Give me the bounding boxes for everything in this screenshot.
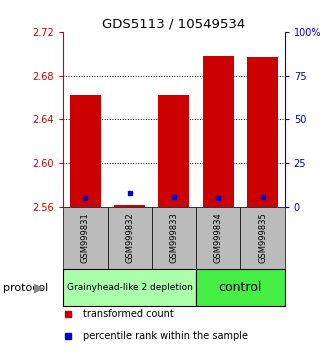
Text: protocol: protocol	[3, 282, 49, 293]
Text: GSM999835: GSM999835	[258, 212, 267, 263]
Bar	[152, 206, 196, 269]
Text: control: control	[219, 281, 262, 294]
Text: GSM999832: GSM999832	[125, 212, 134, 263]
Bar	[70, 95, 101, 206]
Title: GDS5113 / 10549534: GDS5113 / 10549534	[102, 18, 246, 31]
Text: transformed count: transformed count	[83, 309, 174, 319]
Bar	[159, 95, 189, 206]
Text: GSM999833: GSM999833	[169, 212, 178, 263]
Text: Grainyhead-like 2 depletion: Grainyhead-like 2 depletion	[67, 283, 193, 292]
Text: GSM999831: GSM999831	[81, 212, 90, 263]
Text: percentile rank within the sample: percentile rank within the sample	[83, 331, 248, 341]
Bar	[196, 206, 240, 269]
Bar	[247, 57, 278, 206]
Text: GSM999834: GSM999834	[214, 212, 223, 263]
Bar	[203, 56, 234, 206]
Bar	[240, 206, 285, 269]
Bar	[196, 269, 285, 306]
Bar	[114, 205, 145, 206]
Bar	[63, 269, 196, 306]
Text: ▶: ▶	[34, 281, 43, 294]
Bar	[108, 206, 152, 269]
Bar	[63, 206, 108, 269]
